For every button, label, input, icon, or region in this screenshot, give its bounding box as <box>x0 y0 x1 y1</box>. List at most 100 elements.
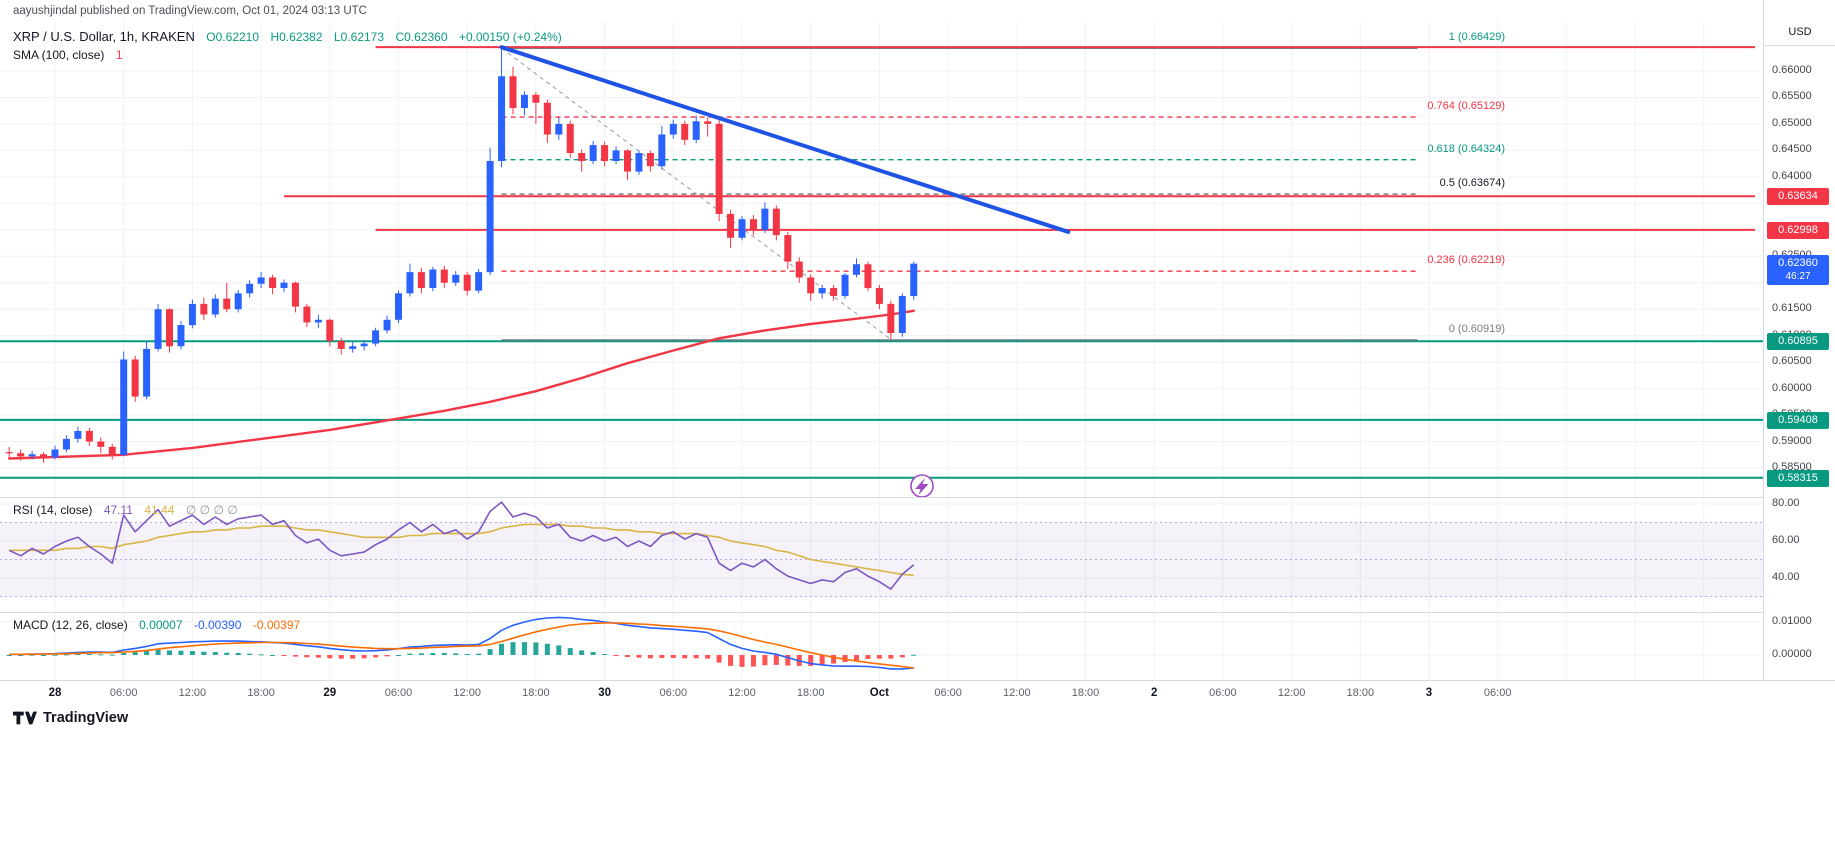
candle-body <box>772 208 780 236</box>
macd-hist-bar <box>567 648 573 655</box>
axis-tick-label: 0.61500 <box>1772 302 1812 315</box>
macd-hist-bar <box>602 654 608 656</box>
time-tick-label: 06:00 <box>384 687 413 699</box>
panel-separator-price-rsi[interactable] <box>0 497 1835 498</box>
candle-body <box>875 288 883 304</box>
candle-body <box>784 235 792 262</box>
candle-body <box>795 261 803 278</box>
time-tick-label: 12:00 <box>178 687 207 699</box>
macd-hist-bar <box>499 643 505 655</box>
macd-hist-bar <box>705 655 711 659</box>
panel-separator-rsi-macd[interactable] <box>0 612 1835 613</box>
tradingview-brand-text: TradingView <box>43 710 129 726</box>
macd-hist-bar <box>109 654 115 656</box>
candle-body <box>314 319 322 323</box>
macd-hist-bar <box>476 653 482 655</box>
fib-level-label: 0.236 (0.62219) <box>1427 254 1505 267</box>
candle-body <box>658 134 666 167</box>
candle-body <box>543 102 551 135</box>
macd-hist-bar <box>716 655 722 663</box>
time-tick-label: 12:00 <box>453 687 481 699</box>
macd-hist-bar <box>579 650 585 655</box>
macd-hist-bar <box>544 643 550 655</box>
macd-hist-bar <box>728 655 734 666</box>
candle-body <box>17 453 25 457</box>
candle-body <box>28 454 36 457</box>
tradingview-logo[interactable]: TradingView <box>13 708 128 728</box>
macd-hist-bar <box>350 655 356 659</box>
candle-body <box>498 76 506 161</box>
macd-hist-bar <box>854 655 859 661</box>
candle-body <box>395 293 402 320</box>
price-scale[interactable]: USD 0.585000.590000.595000.600000.605000… <box>1763 0 1835 702</box>
macd-hist-bar <box>888 655 894 659</box>
candle-body <box>452 274 460 283</box>
rsi-ma-value: 41.44 <box>144 503 175 517</box>
macd-hist-bar <box>430 653 436 655</box>
candle-body <box>841 274 849 296</box>
candle-body <box>887 303 895 334</box>
time-axis[interactable]: 28 06:00 12:00 18:00 29 06:00 12:00 18:00 30 06:0… <box>0 680 1835 705</box>
time-tick-label: 18:00 <box>247 687 275 699</box>
candle-body <box>807 277 815 294</box>
macd-hist-bar <box>178 650 184 655</box>
descending-trendline <box>499 45 1071 234</box>
macd-hist-bar <box>235 653 241 655</box>
macd-hist-bar <box>750 655 756 667</box>
macd-hist-bar <box>384 655 390 657</box>
candle-body <box>555 123 563 135</box>
time-tick-label: 12:00 <box>1277 687 1306 699</box>
candle-body <box>589 145 597 161</box>
candle-body <box>475 272 483 291</box>
candle-body <box>303 306 311 323</box>
macd-hist-bar <box>613 655 619 656</box>
sma-value: 1 <box>115 48 123 62</box>
candle-body <box>761 208 769 230</box>
candle-body <box>223 298 231 310</box>
candle-body <box>280 282 288 289</box>
fib-level-label: 1 (0.66429) <box>1448 31 1505 44</box>
footer: TradingView <box>13 708 128 728</box>
candle-body <box>85 430 93 442</box>
axis-tick-label: 40.00 <box>1772 571 1800 583</box>
time-tick-label: 06:00 <box>109 687 138 699</box>
axis-tick-label: 0.64500 <box>1772 143 1812 156</box>
time-tick-label: 18:00 <box>522 687 550 699</box>
macd-hist-bar <box>212 652 218 655</box>
macd-hist-bar <box>29 654 35 656</box>
macd-hist-bar <box>18 655 24 656</box>
axis-tick-label: 0.66000 <box>1772 64 1812 76</box>
candle-body <box>830 288 838 296</box>
price-axis-badge: 0.63634 <box>1767 188 1829 206</box>
symbol-legend: XRP / U.S. Dollar, 1h, KRAKEN O0.62210 H… <box>13 28 562 46</box>
fib-level-label: 0 (0.60919) <box>1448 322 1505 335</box>
publish-info-text: aayushjindal published on TradingView.co… <box>13 5 367 17</box>
macd-hist-bar <box>373 655 379 658</box>
ohlc-high: H0.62382 <box>270 30 323 44</box>
candle-body <box>440 269 448 283</box>
candle-body <box>520 94 528 109</box>
macd-hist-bar <box>201 651 207 655</box>
macd-hist-bar <box>785 655 791 666</box>
time-tick-label: 29 <box>323 687 337 699</box>
macd-hist-bar <box>418 653 424 655</box>
macd-hist-bar <box>292 655 298 657</box>
candle-body <box>692 121 700 140</box>
macd-hist-bar <box>396 655 401 656</box>
candle-body <box>509 76 517 109</box>
macd-hist-bar <box>464 654 470 656</box>
main-chart-svg[interactable] <box>0 0 1835 702</box>
ohlc-close: C0.62360 <box>395 30 448 44</box>
macd-hist-bar <box>899 655 905 658</box>
time-tick-label: 18:00 <box>1346 687 1375 699</box>
candle-body <box>372 330 380 344</box>
candle-body <box>269 277 277 289</box>
candle-body <box>234 293 242 310</box>
macd-line-value: -0.00390 <box>194 618 242 632</box>
macd-hist-bar <box>63 654 69 656</box>
macd-hist-bar <box>636 655 642 658</box>
axis-tick-label: 0.00000 <box>1772 648 1812 660</box>
candle-body <box>818 288 826 294</box>
axis-tick-label: 0.59000 <box>1772 434 1812 447</box>
